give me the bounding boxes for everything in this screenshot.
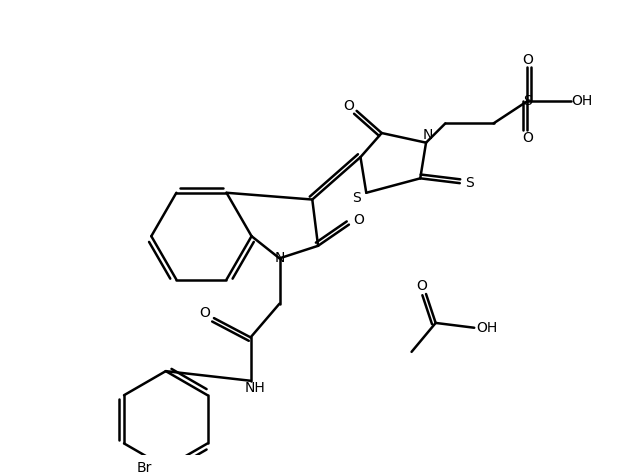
Text: O: O [199,306,210,320]
Text: O: O [416,279,427,293]
Text: O: O [522,53,532,67]
Text: OH: OH [476,321,497,335]
Text: N: N [423,128,433,142]
Text: OH: OH [572,94,593,108]
Text: Br: Br [137,461,152,472]
Text: O: O [344,99,355,113]
Text: S: S [465,176,474,190]
Text: O: O [522,131,532,145]
Text: S: S [523,94,532,108]
Text: O: O [353,213,364,227]
Text: N: N [275,252,285,265]
Text: S: S [352,191,361,205]
Text: NH: NH [245,381,266,396]
